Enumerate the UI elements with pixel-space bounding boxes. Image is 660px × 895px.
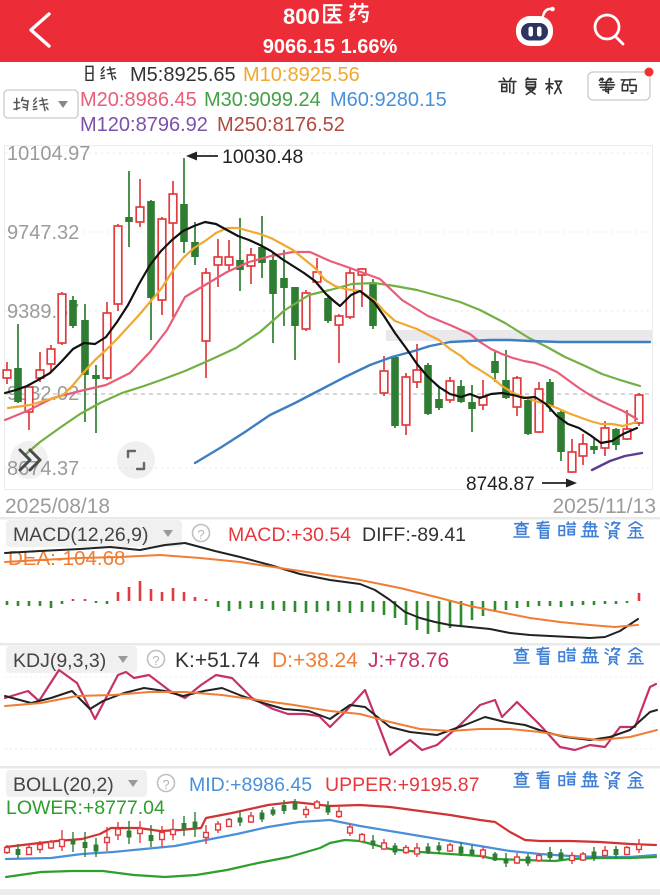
svg-text:800: 800 xyxy=(283,4,320,29)
svg-text:M60:9280.15: M60:9280.15 xyxy=(330,89,447,111)
svg-text:9389.67: 9389.67 xyxy=(7,301,79,323)
svg-text:9066.15 1.66%: 9066.15 1.66% xyxy=(263,36,398,58)
svg-text:M30:9099.24: M30:9099.24 xyxy=(204,89,321,111)
svg-text:MACD:+30.54: MACD:+30.54 xyxy=(228,524,351,546)
svg-text:KDJ(9,3,3): KDJ(9,3,3) xyxy=(13,650,106,672)
svg-text:10030.48: 10030.48 xyxy=(222,146,303,168)
svg-text:DIFF:-89.41: DIFF:-89.41 xyxy=(362,524,466,546)
svg-text:UPPER:+9195.87: UPPER:+9195.87 xyxy=(325,774,479,796)
svg-text:8748.87: 8748.87 xyxy=(466,474,535,495)
svg-text:2025/11/13: 2025/11/13 xyxy=(552,495,656,518)
svg-text:M250:8176.52: M250:8176.52 xyxy=(217,114,345,136)
svg-text:MACD(12,26,9): MACD(12,26,9) xyxy=(13,524,148,546)
svg-text:9747.32: 9747.32 xyxy=(7,222,79,244)
svg-text:M5:8925.65: M5:8925.65 xyxy=(130,64,236,86)
svg-text:J:+78.76: J:+78.76 xyxy=(368,649,449,672)
svg-text:M120:8796.92: M120:8796.92 xyxy=(80,114,208,136)
svg-text:D:+38.24: D:+38.24 xyxy=(272,649,358,672)
svg-text:?: ? xyxy=(197,527,204,542)
svg-text:M10:8925.56: M10:8925.56 xyxy=(243,64,360,86)
svg-text:2025/08/18: 2025/08/18 xyxy=(5,495,110,518)
svg-text:MID:+8986.45: MID:+8986.45 xyxy=(189,774,312,796)
svg-text:BOLL(20,2): BOLL(20,2) xyxy=(13,774,114,796)
svg-text:M20:8986.45: M20:8986.45 xyxy=(80,89,197,111)
svg-text:LOWER:+8777.04: LOWER:+8777.04 xyxy=(6,797,165,819)
svg-text:?: ? xyxy=(162,777,169,792)
svg-text:K:+51.74: K:+51.74 xyxy=(175,649,260,672)
svg-text:?: ? xyxy=(152,653,159,668)
svg-text:10104.97: 10104.97 xyxy=(7,143,90,165)
